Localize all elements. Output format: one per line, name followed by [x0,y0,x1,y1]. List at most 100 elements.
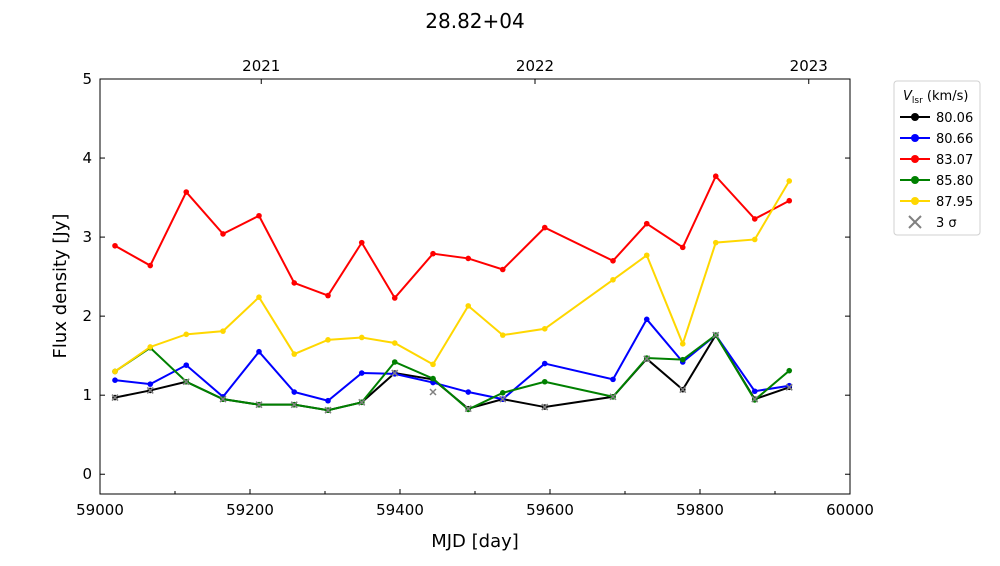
data-point-87.95 [786,178,793,184]
x-axis-label: MJD [day] [431,531,519,552]
top-tick-label: 2021 [242,57,280,75]
legend-label: 83.07 [936,153,973,168]
data-point-80.66 [786,382,793,389]
sigma-marker [464,405,472,413]
x-tick-label: 59600 [526,501,574,519]
legend-label: 3 σ [936,216,957,231]
data-point-87.95 [391,340,398,346]
data-point-80.66 [358,370,365,376]
data-point-83.07 [465,255,472,262]
data-point-87.95 [751,236,758,243]
sigma-marker [391,369,399,377]
sigma-marker [219,395,227,403]
y-tick-label: 1 [82,386,92,404]
sigma-marker [541,403,549,411]
series-line-80.06 [114,333,790,412]
data-point-85.80 [430,375,436,382]
data-point-85.80 [786,367,793,374]
data-point-87.95 [256,294,262,300]
sigma-marker [358,398,366,406]
data-point-83.07 [391,295,398,301]
legend-marker-85.80 [911,176,919,184]
data-point-83.07 [430,250,436,257]
sigma-marker [146,386,154,394]
sigma-marker [324,406,332,414]
series-line-83.07 [114,174,790,300]
sigma-marker [290,401,298,409]
legend-label: 87.95 [936,195,973,210]
data-point-87.95 [220,328,226,334]
sigma-marker [609,393,617,401]
sigma-marker [499,395,507,403]
data-point-87.95 [112,368,118,375]
data-point-87.95 [643,252,650,259]
x-tick-label: 59800 [676,501,724,519]
data-point-83.07 [291,280,298,286]
data-point-80.66 [643,316,650,323]
data-point-80.66 [256,348,262,355]
data-point-85.80 [679,356,686,363]
data-point-83.07 [325,292,331,299]
data-point-83.07 [220,231,226,237]
data-point-87.95 [610,276,616,283]
data-point-83.07 [679,244,686,251]
sigma-marker [182,378,190,386]
data-point-83.07 [541,224,548,231]
data-point-80.66 [183,362,190,368]
y-tick-label: 2 [82,307,92,325]
x-tick-label: 59200 [226,501,274,519]
legend-title: Vlsr (km/s) [903,89,968,106]
data-point-80.66 [325,397,331,404]
y-tick-label: 0 [82,465,92,483]
y-axis-label: Flux density [Jy] [50,214,71,359]
data-point-83.07 [643,220,650,227]
legend-marker-87.95 [911,197,919,205]
y-tick-label: 5 [82,70,92,88]
data-point-80.66 [541,360,548,367]
data-point-85.80 [499,390,506,396]
data-point-87.95 [541,325,548,332]
data-point-80.66 [291,389,298,395]
data-point-80.66 [751,388,758,395]
data-point-83.07 [256,212,262,219]
data-point-83.07 [610,258,616,264]
data-point-83.07 [499,266,506,273]
data-point-87.95 [147,344,154,350]
y-tick-label: 3 [82,228,92,246]
sigma-marker [712,331,720,339]
sigma-marker [111,394,119,402]
x-tick-label: 60000 [826,501,874,519]
sigma-marker [751,395,759,403]
sigma-marker [255,401,263,409]
data-point-80.66 [112,377,118,383]
top-tick-label: 2023 [790,57,828,75]
legend-marker-80.06 [911,113,919,121]
legend-label: 85.80 [936,174,973,189]
legend: Vlsr (km/s) 80.06 80.66 83.07 85.80 87.95 3 σ [893,80,981,236]
axes-frame [99,78,851,495]
data-point-80.66 [610,376,616,383]
data-point-80.66 [147,381,154,387]
plot-area: 59000 59200 59400 59600 59800 60000 0 1 2 3 4 5 2021… [76,57,874,519]
data-point-83.07 [358,239,365,246]
series-line-87.95 [114,180,791,373]
chart-title: 28.82+04 [425,9,524,33]
data-point-85.80 [391,359,398,365]
data-point-87.95 [430,361,436,368]
data-point-83.07 [712,173,719,180]
sigma-marker [429,388,437,396]
legend-marker-80.66 [911,134,919,142]
data-point-87.95 [183,331,190,338]
sigma-marker [785,383,793,391]
sigma-marker [643,355,651,363]
data-point-85.80 [541,378,548,385]
legend-sigma-icon [908,215,922,229]
x-tick-label: 59400 [376,501,424,519]
legend-label: 80.06 [936,111,973,126]
y-tick-label: 4 [82,149,92,167]
data-point-87.95 [499,332,506,338]
data-point-87.95 [465,303,472,309]
data-point-83.07 [751,216,758,222]
data-point-83.07 [786,197,793,204]
